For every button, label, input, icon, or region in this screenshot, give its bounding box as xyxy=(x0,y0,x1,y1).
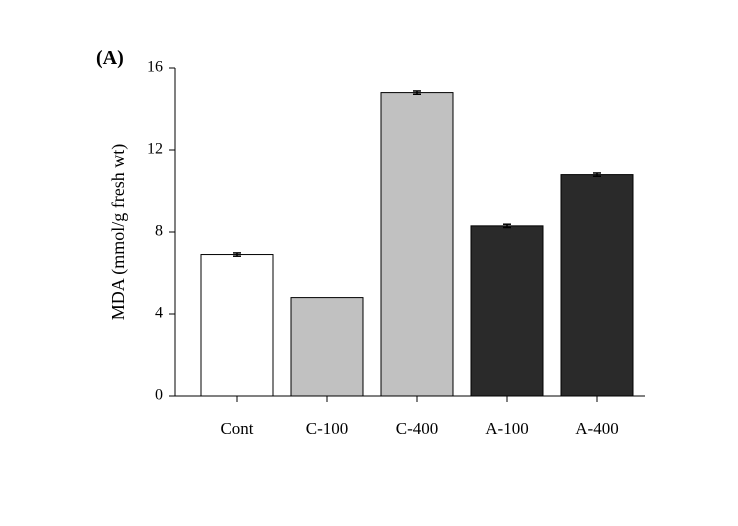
x-tick-label: Cont xyxy=(220,419,253,438)
y-tick-label: 12 xyxy=(147,141,163,158)
y-tick-label: 16 xyxy=(147,59,163,76)
y-axis-label: MDA (mmol/g fresh wt) xyxy=(108,144,129,320)
mda-bar-chart: 0 4 8 12 16 MDA (mmol/g fresh wt) Cont C-100 C-4… xyxy=(0,0,738,526)
y-tick-label: 8 xyxy=(155,223,163,240)
bar xyxy=(471,226,543,396)
x-tick-label: C-400 xyxy=(396,419,439,438)
x-tick-label: A-100 xyxy=(485,419,528,438)
bar xyxy=(561,175,633,396)
y-tick-label: 0 xyxy=(155,387,163,404)
chart-svg: 0 4 8 12 16 MDA (mmol/g fresh wt) Cont C-100 C-4… xyxy=(0,0,738,521)
x-tick-label: C-100 xyxy=(306,419,349,438)
bar xyxy=(381,93,453,396)
bar xyxy=(291,298,363,396)
y-tick-label: 4 xyxy=(155,305,163,322)
x-tick-label: A-400 xyxy=(575,419,618,438)
bar xyxy=(201,255,273,396)
